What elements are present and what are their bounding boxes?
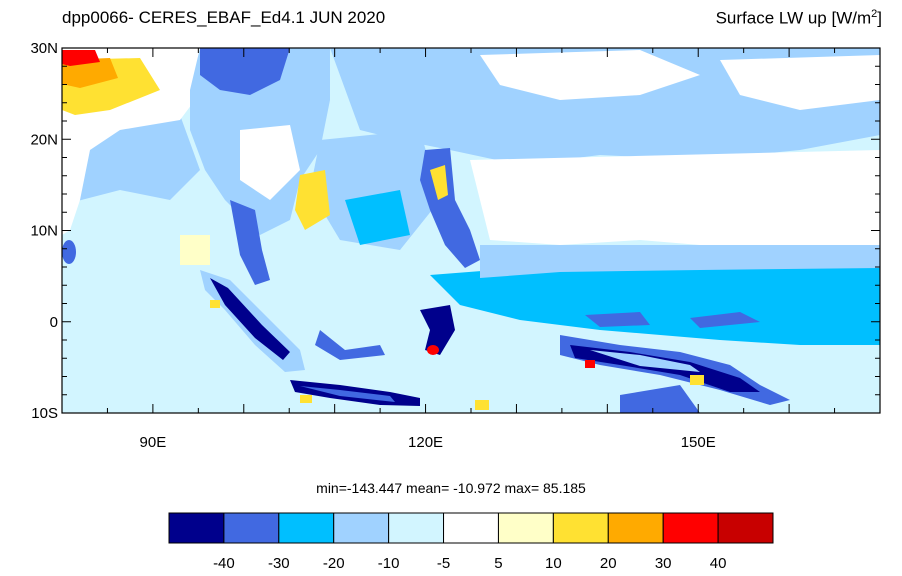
land-borneo-edge (315, 330, 385, 360)
field-scs-blue (345, 190, 410, 245)
colorbar-label: -30 (268, 555, 290, 572)
field-mid-pale (470, 150, 880, 250)
colorbar-swatch (497, 512, 554, 544)
land-philippines-yellow (430, 165, 448, 200)
colorbar-swatch (168, 512, 225, 544)
colorbar-swatch (278, 512, 335, 544)
land-malay (230, 200, 270, 285)
field-se-blue (620, 385, 700, 413)
field-eq-light (480, 245, 880, 278)
field-deep1 (585, 312, 650, 327)
colorbar-label: 30 (655, 555, 672, 572)
colorbar-label: 40 (710, 555, 727, 572)
land-indochina-dark (200, 48, 290, 95)
colorbar-label: 10 (545, 555, 562, 572)
colorbar-label: 20 (600, 555, 617, 572)
colorbar: -40 -30 -20 -10 -5 5 10 20 30 40 (168, 512, 774, 572)
colorbar-swatch (443, 512, 499, 544)
stats-line: min=-143.447 mean= -10.972 max= 85.185 (316, 480, 586, 496)
lon-label: 90E (140, 434, 167, 451)
plot-title-right: Surface LW up [W/m2] (716, 8, 882, 29)
land-srilanka (62, 240, 76, 264)
land-newguinea-light (590, 350, 700, 372)
map-field (62, 48, 880, 413)
land-sumatra-dark (210, 278, 290, 360)
land-java-fill (300, 386, 395, 402)
speck4 (690, 375, 704, 385)
land-india-red (62, 50, 100, 66)
speck2 (300, 395, 312, 403)
speck5 (585, 360, 595, 368)
colorbar-label: 5 (494, 555, 502, 572)
speck6 (180, 235, 210, 265)
colorbar-swatch (388, 512, 445, 544)
land-sulawesi-red (427, 345, 439, 355)
land-vietnam-yellow (295, 170, 330, 230)
colorbar-swatch (333, 512, 390, 544)
colorbar-label: -10 (378, 555, 400, 572)
field-west-pale (62, 220, 200, 390)
field-deep2 (690, 312, 760, 328)
lat-label: 10N (30, 223, 58, 240)
lon-label: 150E (681, 434, 716, 451)
lat-label: 10S (31, 405, 58, 422)
field-eq-band (430, 260, 880, 345)
title-right-close: ] (877, 8, 882, 28)
lat-label: 30N (30, 40, 58, 57)
colorbar-swatch (662, 512, 719, 544)
lat-label: 0 (50, 314, 58, 331)
land-sulawesi (420, 305, 455, 355)
latitude-axis: 30N 20N 10N 0 10S (30, 40, 880, 422)
lat-label: 20N (30, 131, 58, 148)
colorbar-label: -5 (437, 555, 450, 572)
plot-title-left: dpp0066- CERES_EBAF_Ed4.1 JUN 2020 (62, 8, 386, 27)
speck3 (475, 400, 489, 410)
title-right-sup: 2 (871, 8, 878, 20)
field-scs (310, 130, 440, 250)
land-borneo (315, 262, 410, 350)
field-white-ne2 (720, 55, 880, 110)
lon-label: 120E (408, 434, 443, 451)
colorbar-label: -20 (323, 555, 345, 572)
speck1 (210, 300, 220, 308)
longitude-axis: 90E 120E 150E (61, 48, 881, 451)
colorbar-label: -40 (213, 555, 235, 572)
land-india-orange (62, 58, 118, 88)
land-indochina-white (240, 125, 300, 200)
colorbar-swatch (223, 512, 280, 544)
field-white-ne (480, 50, 700, 100)
colorbar-swatch (552, 512, 609, 544)
colorbar-swatch (717, 512, 774, 544)
title-right-main: Surface LW up [W/m (715, 8, 872, 28)
colorbar-swatch (607, 512, 664, 544)
